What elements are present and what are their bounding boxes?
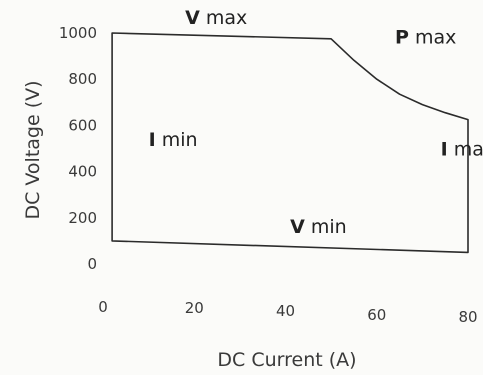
y-tick-label: 600 <box>68 116 97 134</box>
region-label-pmax: P max <box>395 26 456 48</box>
y-tick-label: 200 <box>68 209 97 227</box>
x-tick-label: 80 <box>458 308 477 326</box>
region-label-vmin: V min <box>290 216 347 238</box>
region-label-vmax: V max <box>185 7 247 29</box>
y-tick-label: 1000 <box>59 24 97 42</box>
x-tick-label: 0 <box>98 298 108 316</box>
y-tick-label: 400 <box>68 163 97 181</box>
region-label-imin: I min <box>149 129 198 151</box>
x-axis-title: DC Current (A) <box>217 349 356 371</box>
x-tick-label: 20 <box>185 299 204 317</box>
y-axis-title: DC Voltage (V) <box>22 80 44 219</box>
x-tick-label: 40 <box>276 302 295 320</box>
y-tick-label: 0 <box>87 255 97 273</box>
operating-envelope-line <box>111 32 469 254</box>
y-tick-label: 800 <box>68 70 97 88</box>
region-label-imax: I max <box>441 138 483 160</box>
y-axis-ticks: 0 200 400 600 800 1000 <box>59 24 97 273</box>
x-axis-ticks: 0 20 40 60 80 <box>98 298 477 326</box>
x-tick-label: 60 <box>367 306 386 324</box>
region-labels: V max P max I min I max V min <box>149 7 483 238</box>
